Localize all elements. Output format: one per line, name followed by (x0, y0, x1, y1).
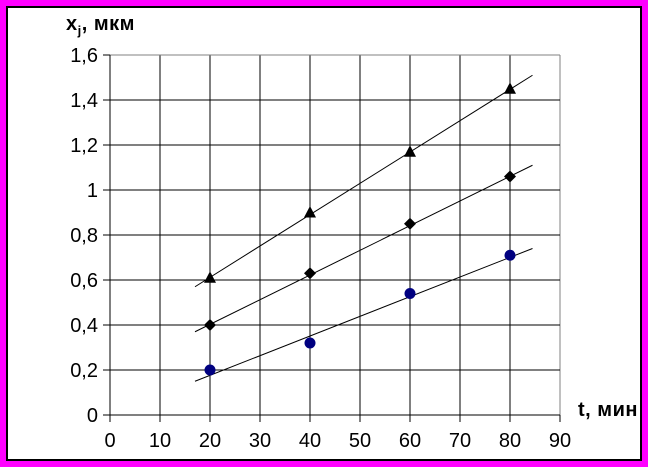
x-tick-label: 60 (399, 430, 421, 452)
marker-diamond (504, 170, 516, 183)
trendline-upper-series-triangles (194, 74, 533, 288)
marker-triangle (404, 145, 416, 157)
x-tick-label: 70 (449, 430, 471, 452)
x-tick-label: 0 (104, 430, 115, 452)
marker-diamond (204, 319, 216, 331)
x-axis-title-symbol: t (578, 399, 586, 421)
trendline-middle-series-diamonds (194, 164, 533, 333)
y-axis-title-units: , мкм (81, 13, 135, 35)
y-axis-title-subscript: j (77, 23, 82, 38)
marker-circle (204, 364, 216, 376)
x-axis-title: t, мин (578, 399, 638, 422)
y-tick-label: 0 (87, 405, 98, 427)
trendline-lower-series-circles (194, 248, 533, 382)
x-tick-label: 90 (549, 430, 571, 452)
marker-triangle (304, 206, 316, 218)
marker-triangle (504, 82, 516, 94)
y-tick-label: 1,2 (70, 135, 98, 157)
x-tick-label: 80 (499, 430, 521, 452)
y-tick-label: 0,6 (70, 270, 98, 292)
x-tick-label: 50 (349, 430, 371, 452)
marker-diamond (404, 217, 416, 230)
marker-triangle (204, 271, 216, 283)
y-tick-label: 1 (87, 180, 98, 202)
y-axis-title: xj, мкм (66, 13, 135, 38)
x-tick-label: 20 (199, 430, 221, 452)
chart-svg: 0 10 20 30 40 50 60 70 80 90 0 0,2 0,4 0,6 0,8 1 1,2 1,4 1… (70, 45, 571, 452)
x-tick-label: 40 (299, 430, 321, 452)
marker-circle (304, 337, 316, 349)
x-tick-label: 10 (149, 430, 171, 452)
y-tick-label: 1,6 (70, 45, 98, 67)
marker-circle (404, 288, 416, 299)
y-axis-title-symbol: x (66, 13, 78, 35)
x-tick-label: 30 (249, 430, 271, 452)
marker-diamond (304, 267, 316, 280)
y-tick-label: 0,4 (70, 315, 98, 337)
chart-canvas: 0 10 20 30 40 50 60 70 80 90 0 0,2 0,4 0,6 0,8 1 1,2 1,4 1… (6, 6, 642, 461)
y-tick-label: 0,8 (70, 225, 98, 247)
x-axis-title-units: , мин (585, 399, 638, 421)
marker-circle (504, 249, 516, 261)
y-tick-label: 0,2 (70, 360, 98, 382)
y-tick-label: 1,4 (70, 90, 98, 112)
